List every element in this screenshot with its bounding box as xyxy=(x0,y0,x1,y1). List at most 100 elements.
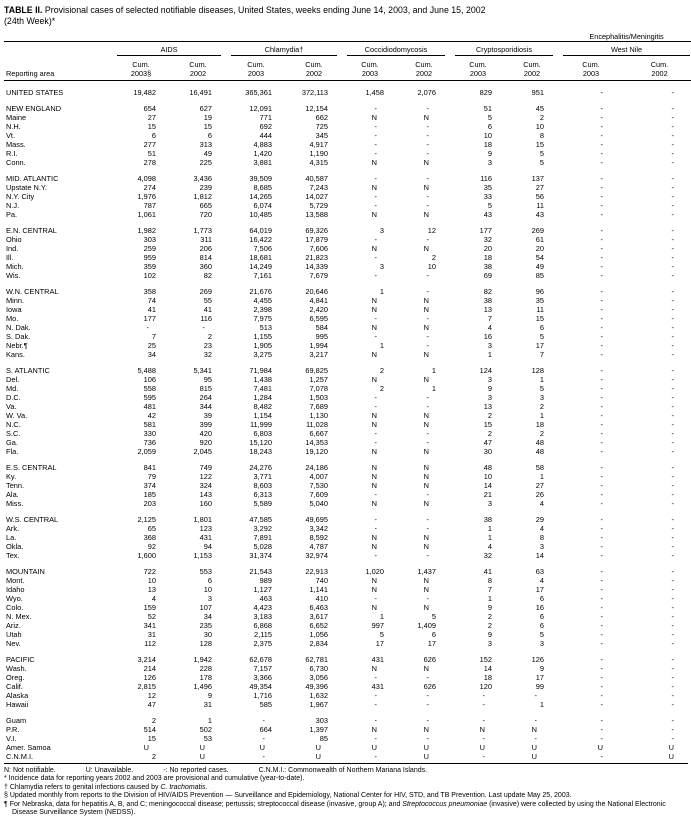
reporting-area-cell: D.C. xyxy=(6,393,21,402)
value-cell: N xyxy=(423,499,429,508)
value-cell: 359 xyxy=(143,262,156,271)
value-cell: - xyxy=(600,296,603,305)
value-cell: - xyxy=(482,700,485,709)
value-cell: 10 xyxy=(535,122,544,131)
value-cell: N xyxy=(423,113,429,122)
reporting-area-cell: Ky. xyxy=(6,472,17,481)
value-cell: N xyxy=(423,375,429,384)
value-cell: 5 xyxy=(379,630,384,639)
value-cell: - xyxy=(374,140,377,149)
table-row: Amer. Samoa U U U U U U U U U U xyxy=(4,743,691,752)
value-cell: - xyxy=(600,149,603,158)
value-cell: 54 xyxy=(535,253,544,262)
value-cell: 1 xyxy=(487,350,492,359)
value-cell: N xyxy=(423,463,429,472)
footnote-text: ¶ For Nebraska, data for hepatitis A, B,… xyxy=(4,800,403,808)
value-cell: 740 xyxy=(315,576,328,585)
value-cell: 34 xyxy=(203,612,212,621)
table-row: Ark. 65 123 3,292 3,342 - - 1 4 - - xyxy=(4,524,691,533)
value-cell: 143 xyxy=(199,490,212,499)
column-header-line1: Cum. xyxy=(305,60,323,69)
section-spacer xyxy=(4,709,691,716)
value-cell: 16,491 xyxy=(189,88,212,97)
value-cell: 1,420 xyxy=(253,149,273,158)
value-cell: 7 xyxy=(151,332,156,341)
value-cell: 8 xyxy=(487,576,492,585)
column-header-line1: Cum. xyxy=(415,60,433,69)
value-cell: - xyxy=(600,438,603,447)
value-cell: 45 xyxy=(535,104,544,113)
value-cell: - xyxy=(671,140,675,149)
value-cell: - xyxy=(426,140,429,149)
value-cell: 126 xyxy=(531,655,544,664)
value-cell: - xyxy=(671,621,675,630)
column-group-label: Coccidiodomycosis xyxy=(347,44,445,56)
value-cell: - xyxy=(671,104,675,113)
value-cell: 6,652 xyxy=(309,621,329,630)
value-cell: 3 xyxy=(539,393,544,402)
value-cell: 7 xyxy=(487,314,492,323)
value-cell: N xyxy=(423,542,429,551)
value-cell: N xyxy=(371,375,377,384)
reporting-area-cell: Ariz. xyxy=(6,621,21,630)
reporting-area-cell: Ark. xyxy=(6,524,20,533)
table-row: Wash. 214 228 7,157 6,730 N N 14 9 - - xyxy=(4,664,691,673)
value-cell: 1,257 xyxy=(309,375,329,384)
table-row: Mont. 10 6 989 740 N N 8 4 - - xyxy=(4,576,691,585)
value-cell: 47 xyxy=(147,700,156,709)
value-cell: 2 xyxy=(539,113,544,122)
value-cell: 27 xyxy=(535,481,544,490)
value-cell: 15 xyxy=(203,122,212,131)
reporting-area-cell: Nebr.¶ xyxy=(6,341,28,350)
value-cell: 4,917 xyxy=(309,140,329,149)
value-cell: 1,632 xyxy=(309,691,329,700)
reporting-area-cell: Mich. xyxy=(6,262,24,271)
reporting-area-cell: E.N. CENTRAL xyxy=(6,226,57,235)
value-cell: 7,609 xyxy=(309,490,329,499)
value-cell: 1,942 xyxy=(193,655,213,664)
value-cell: 42 xyxy=(147,411,156,420)
value-cell: - xyxy=(671,490,675,499)
table-row: Colo. 159 107 4,423 6,463 N N 9 16 - - xyxy=(4,603,691,612)
header-group-row: AIDS Chlamydia† Coccidiodomycosis Cryptospo… xyxy=(4,42,691,56)
table-row: Iowa 41 41 2,398 2,420 N N 13 11 - - xyxy=(4,305,691,314)
value-cell: 7,530 xyxy=(309,481,329,490)
value-cell: 4,315 xyxy=(309,158,329,167)
value-cell: - xyxy=(671,305,675,314)
value-cell: - xyxy=(671,594,675,603)
value-cell: 626 xyxy=(423,682,436,691)
column-group-coccidiodomycosis: Coccidiodomycosis xyxy=(342,42,450,56)
value-cell: - xyxy=(426,314,429,323)
column-header-line2: 2002 xyxy=(415,68,433,78)
value-cell: 6 xyxy=(151,131,156,140)
value-cell: 18 xyxy=(535,420,544,429)
value-cell: 8 xyxy=(539,533,544,542)
value-cell: N xyxy=(371,499,377,508)
value-cell: 18 xyxy=(483,140,492,149)
value-cell: - xyxy=(426,490,429,499)
value-cell: - xyxy=(671,639,675,648)
value-cell: - xyxy=(426,429,429,438)
value-cell: - xyxy=(426,393,429,402)
value-cell: 39 xyxy=(203,411,212,420)
table-row: Idaho 13 10 1,127 1,141 N N 7 17 - - xyxy=(4,585,691,594)
value-cell: 736 xyxy=(143,438,156,447)
value-cell: 3,056 xyxy=(309,673,329,682)
value-cell: 1 xyxy=(207,716,212,725)
value-cell: - xyxy=(600,140,603,149)
value-cell: - xyxy=(671,158,675,167)
value-cell: - xyxy=(600,323,603,332)
value-cell: 4,098 xyxy=(137,174,157,183)
value-cell: - xyxy=(671,682,675,691)
value-cell: 2 xyxy=(431,253,436,262)
value-cell: - xyxy=(671,122,675,131)
value-cell: 21,543 xyxy=(249,567,272,576)
value-cell: 1 xyxy=(379,287,384,296)
value-cell: - xyxy=(671,585,675,594)
value-cell: 1,982 xyxy=(137,226,157,235)
reporting-area-cell: Tenn. xyxy=(6,481,25,490)
value-cell: N xyxy=(423,585,429,594)
value-cell: - xyxy=(671,515,675,524)
value-cell: 1 xyxy=(487,533,492,542)
column-group-encephalitis-meningitis: Encephalitis/Meningitis xyxy=(558,29,691,42)
